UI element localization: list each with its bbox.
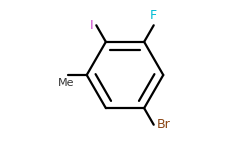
Text: Br: Br bbox=[157, 118, 170, 131]
Text: I: I bbox=[90, 19, 93, 32]
Text: F: F bbox=[150, 9, 157, 22]
Text: Me: Me bbox=[58, 78, 74, 88]
